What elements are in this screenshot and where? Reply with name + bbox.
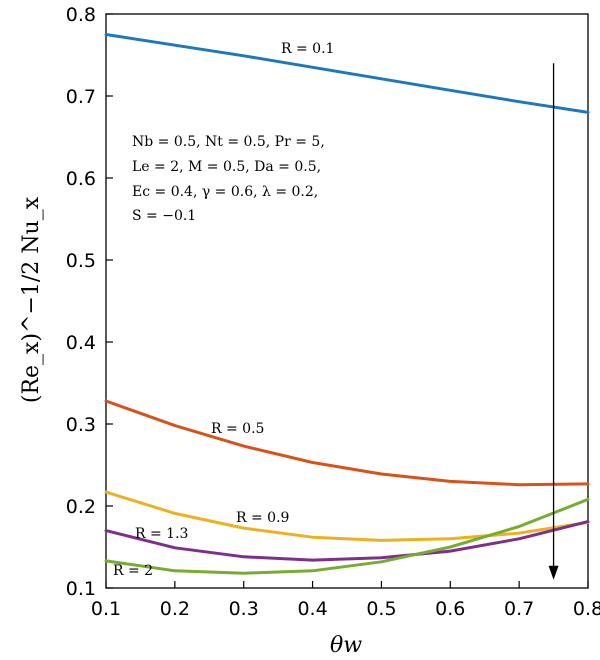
y-tick-label: 0.4 [66, 332, 96, 354]
x-tick-label: 0.7 [504, 598, 534, 620]
x-tick-label: 0.1 [91, 598, 121, 620]
series-line-0 [104, 33, 590, 114]
plot-frame [105, 13, 589, 589]
series-line-3 [104, 520, 590, 562]
y-tick-label: 0.6 [66, 168, 96, 190]
series-line-2 [104, 490, 590, 542]
x-tick-label: 0.3 [229, 598, 259, 620]
plot-area [105, 13, 589, 589]
x-tick-label: 0.5 [366, 598, 396, 620]
x-tick-label: 0.6 [435, 598, 465, 620]
series-label-0: R = 0.1 [281, 41, 334, 57]
y-tick-label: 0.3 [66, 414, 96, 436]
parameter-annotation: Nb = 0.5, Nt = 0.5, Pr = 5, Le = 2, M = … [132, 134, 325, 224]
arrow-head [548, 565, 559, 580]
y-axis-label: (Re_x)^−1/2 Nu_x [19, 196, 44, 403]
series-line-4 [104, 497, 590, 575]
series-labels: R = 0.1 R = 0.5 R = 0.9 R = 1.3 R = 2 [113, 41, 334, 579]
direction-arrow [548, 63, 559, 580]
y-tick-label: 0.8 [66, 4, 96, 26]
annotation-line-2: Le = 2, M = 0.5, Da = 0.5, [132, 159, 321, 175]
y-tick-label: 0.5 [66, 250, 96, 272]
y-tick-label: 0.2 [66, 496, 96, 518]
series-label-1: R = 0.5 [211, 421, 264, 437]
y-axis: 0.1 0.2 0.3 0.4 0.5 0.6 0.7 0.8 [66, 4, 113, 600]
y-tick-label: 0.7 [66, 86, 96, 108]
x-axis: 0.1 0.2 0.3 0.4 0.5 0.6 0.7 0.8 [91, 581, 600, 620]
x-axis-label: θw [330, 633, 362, 658]
series-label-3: R = 1.3 [135, 526, 188, 542]
series-label-2: R = 0.9 [236, 510, 289, 526]
x-tick-label: 0.8 [573, 598, 600, 620]
x-tick-label: 0.2 [160, 598, 190, 620]
annotation-line-1: Nb = 0.5, Nt = 0.5, Pr = 5, [132, 134, 325, 150]
series-layer [104, 33, 590, 575]
annotation-line-3: Ec = 0.4, γ = 0.6, λ = 0.2, [132, 184, 318, 200]
annotation-line-4: S = −0.1 [132, 208, 196, 224]
y-tick-label: 0.1 [66, 578, 96, 600]
series-line-1 [104, 399, 590, 487]
series-label-4: R = 2 [113, 563, 153, 579]
x-tick-label: 0.4 [297, 598, 327, 620]
